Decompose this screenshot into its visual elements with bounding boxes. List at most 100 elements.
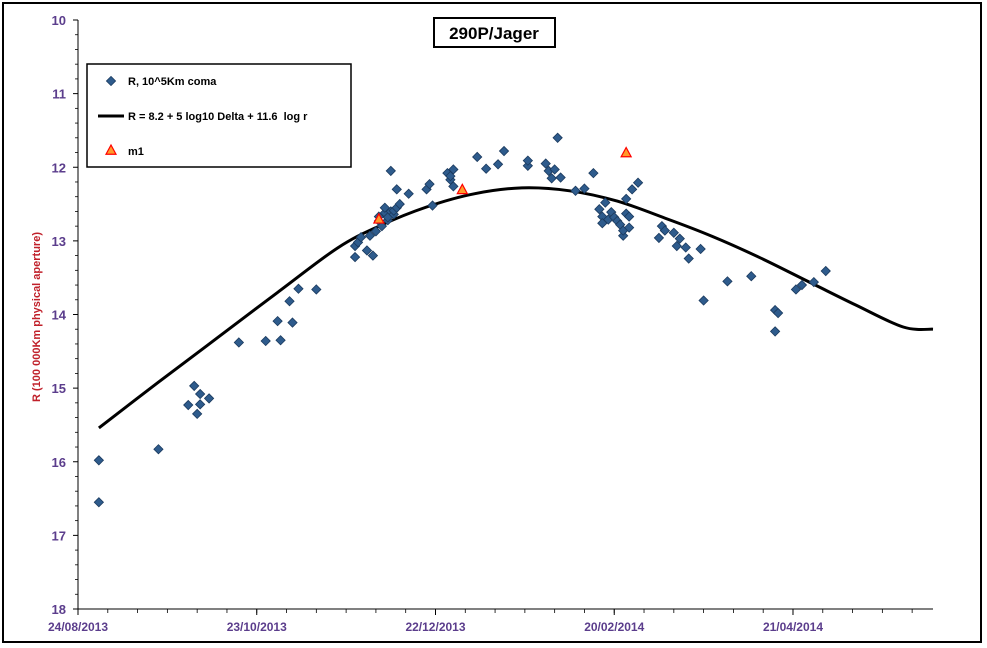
- data-point: [355, 232, 367, 243]
- data-point: [722, 276, 733, 287]
- data-point: [284, 296, 295, 307]
- data-point: [808, 276, 820, 288]
- data-point: [287, 317, 298, 328]
- data-point: [695, 243, 706, 255]
- data-point: [183, 399, 194, 411]
- data-point: [361, 245, 373, 256]
- y-tick-label: 11: [52, 87, 66, 102]
- data-point: [275, 335, 286, 346]
- data-point: [203, 393, 215, 404]
- data-point: [391, 184, 402, 195]
- x-tick-label: 23/10/2013: [227, 620, 287, 634]
- y-tick-label: 15: [52, 381, 66, 396]
- data-point: [698, 295, 709, 306]
- legend-label-coma: R, 10^5Km coma: [128, 76, 217, 88]
- y-tick-label: 16: [52, 455, 66, 470]
- data-point: [385, 165, 396, 177]
- data-point: [448, 181, 459, 192]
- y-tick-label: 18: [52, 602, 66, 617]
- data-point: [540, 158, 551, 169]
- data-point: [594, 204, 605, 215]
- data-point: [311, 284, 322, 295]
- data-point: [93, 497, 105, 508]
- data-point: [570, 185, 581, 196]
- data-point: [674, 233, 685, 244]
- legend-triangle-marker: [104, 143, 118, 155]
- data-point: [683, 253, 694, 264]
- data-point: [796, 279, 808, 291]
- data-point: [403, 188, 414, 199]
- data-point: [189, 380, 200, 392]
- y-tick-label: 17: [52, 528, 66, 543]
- data-point: [522, 155, 534, 166]
- data-point: [448, 164, 459, 175]
- data-point: [191, 408, 203, 420]
- data-point: [379, 202, 391, 213]
- x-tick-label: 22/12/2013: [405, 620, 465, 634]
- data-point: [492, 159, 504, 170]
- x-tick-label: 24/08/2013: [48, 620, 108, 634]
- data-point: [626, 184, 638, 195]
- data-point: [549, 164, 560, 175]
- data-point: [620, 193, 632, 205]
- legend: R, 10^5Km coma R = 8.2 + 5 log10 Delta + …: [86, 63, 352, 168]
- data-point: [367, 250, 379, 261]
- data-point: [260, 335, 271, 347]
- data-point: [349, 251, 361, 263]
- chart-title: 290P/Jager: [449, 24, 539, 43]
- legend-label-m1: m1: [128, 146, 144, 158]
- data-point: [588, 167, 599, 179]
- y-axis: 10 11 12 13 14 15 16 17 18: [52, 13, 78, 617]
- legend-diamond-marker: [105, 75, 117, 87]
- fit-line: [97, 186, 934, 430]
- data-point: [552, 132, 563, 143]
- data-point: [427, 200, 438, 211]
- data-point: [445, 170, 456, 182]
- chart-title-box: 290P/Jager: [433, 17, 556, 48]
- data-point: [772, 307, 784, 319]
- data-point: [480, 163, 492, 174]
- data-point: [668, 227, 679, 238]
- data-point: [498, 145, 510, 157]
- data-point: [293, 283, 304, 294]
- y-tick-label: 10: [52, 13, 66, 28]
- data-point: [376, 220, 388, 232]
- legend-label-fit: R = 8.2 + 5 log10 Delta + 11.6 log r: [128, 111, 308, 123]
- y-tick-label: 12: [52, 160, 66, 175]
- x-tick-label: 20/02/2014: [584, 620, 644, 634]
- data-point: [623, 222, 635, 233]
- fit-curve: [97, 186, 934, 430]
- m1-point: [620, 146, 633, 158]
- data-point: [623, 211, 635, 222]
- data-point: [671, 240, 682, 252]
- data-point: [659, 225, 671, 236]
- data-point: [769, 326, 781, 337]
- y-axis-label: R (100 000Km physical aperture): [31, 232, 43, 402]
- x-tick-label: 21/04/2014: [763, 620, 823, 634]
- data-point: [194, 388, 206, 400]
- data-point: [820, 265, 831, 277]
- data-point: [194, 399, 206, 410]
- data-point: [546, 173, 557, 184]
- data-point: [370, 226, 382, 237]
- y-tick-label: 13: [52, 234, 66, 249]
- x-axis: 24/08/2013 23/10/2013 22/12/2013 20/02/2014…: [48, 609, 913, 634]
- data-point: [600, 197, 611, 208]
- data-point: [653, 232, 665, 244]
- data-point: [579, 183, 590, 194]
- m1-points: [372, 146, 633, 224]
- m1-point: [372, 212, 385, 224]
- data-point: [93, 455, 105, 466]
- data-point: [364, 230, 376, 241]
- data-point: [555, 172, 566, 183]
- m1-point: [456, 183, 469, 195]
- data-points: [93, 132, 831, 508]
- data-point: [632, 177, 644, 188]
- data-point: [272, 315, 283, 327]
- data-point: [472, 151, 483, 163]
- data-point: [394, 198, 405, 210]
- data-point: [746, 271, 757, 282]
- data-point: [233, 337, 245, 348]
